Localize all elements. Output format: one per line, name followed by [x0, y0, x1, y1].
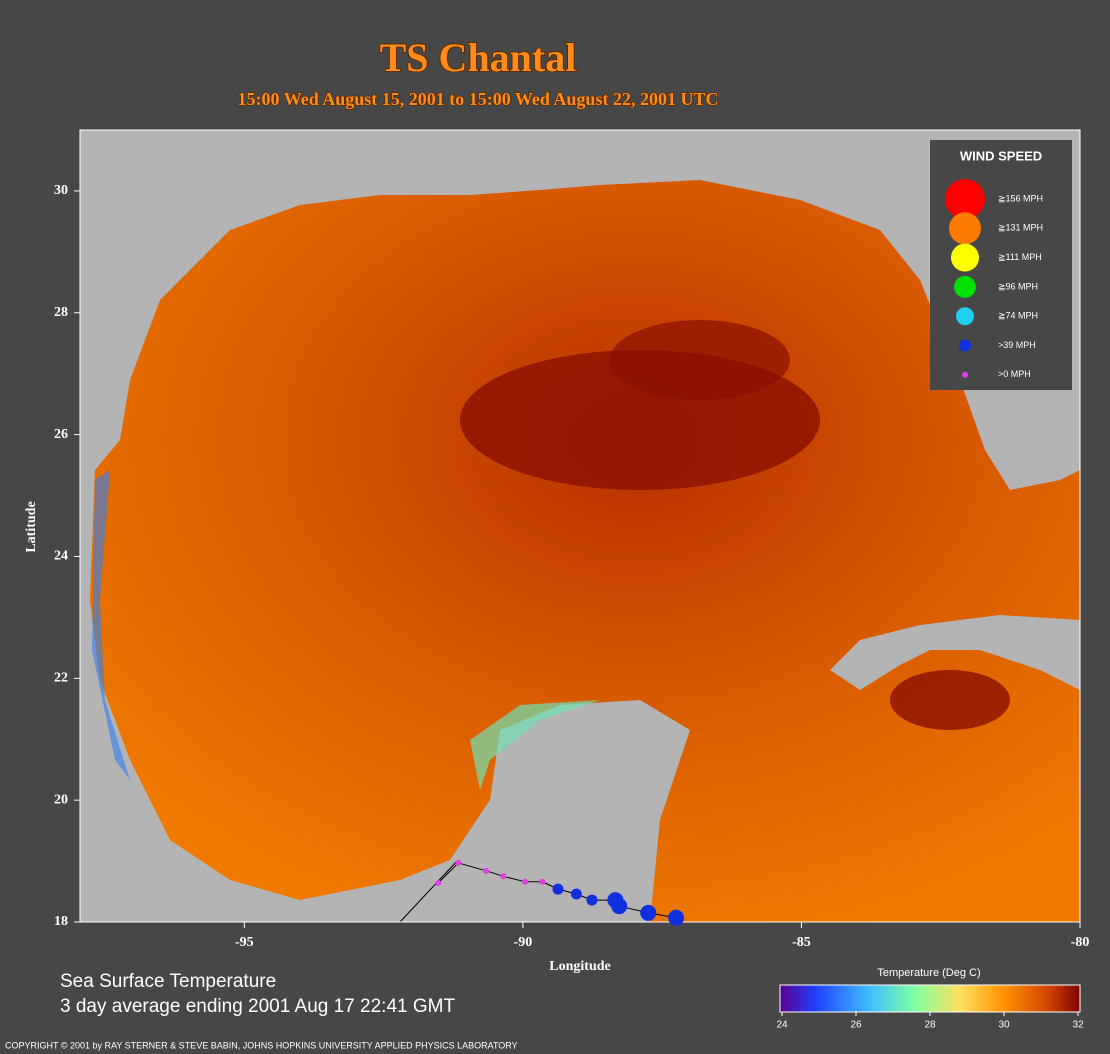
colorbar-tick-label: 24 — [776, 1020, 788, 1031]
track-point — [586, 894, 598, 906]
legend-marker — [956, 307, 974, 326]
y-tick-label: 24 — [54, 549, 68, 564]
cool-coast — [470, 700, 600, 790]
y-tick-label: 28 — [54, 305, 68, 320]
legend-label: ≧111 MPH — [998, 252, 1042, 262]
x-tick-label: -85 — [792, 935, 811, 950]
x-tick-label: -95 — [235, 935, 254, 950]
legend-label: ≧96 MPH — [998, 281, 1038, 291]
legend-marker — [951, 243, 979, 272]
track-point — [552, 883, 564, 895]
cuba — [830, 615, 1080, 690]
legend-label: ≧131 MPH — [998, 223, 1043, 233]
cool-coast — [92, 470, 130, 780]
colorbar-title: Temperature (Deg C) — [877, 967, 980, 979]
x-axis-label: Longitude — [549, 959, 610, 974]
colorbar-tick-label: 26 — [850, 1020, 862, 1031]
legend-marker — [954, 275, 976, 298]
track-point — [455, 859, 462, 866]
legend-box — [930, 140, 1072, 390]
legend-marker — [959, 339, 971, 352]
track-point — [539, 878, 546, 885]
legend-label: >0 MPH — [998, 369, 1031, 379]
legend-marker — [949, 212, 981, 245]
track-point — [435, 880, 442, 887]
warm-patch — [890, 670, 1010, 730]
colorbar — [779, 984, 1081, 1013]
track-point — [640, 904, 657, 921]
legend-label: ≧156 MPH — [998, 193, 1043, 203]
y-tick-label: 20 — [54, 792, 68, 807]
x-tick-label: -80 — [1071, 935, 1090, 950]
track-point — [483, 867, 490, 874]
y-tick-label: 26 — [54, 427, 68, 442]
map: WIND SPEED — [80, 130, 1080, 923]
colorbar-tick-label: 30 — [998, 1020, 1010, 1031]
footer-line: Sea Surface Temperature — [60, 971, 276, 992]
warm-patch — [610, 320, 790, 400]
legend-label: ≧74 MPH — [998, 311, 1038, 321]
track-point — [570, 888, 582, 900]
track-point — [611, 898, 628, 915]
map-frame — [79, 129, 1081, 923]
track-point — [668, 909, 685, 926]
track-line — [399, 860, 458, 923]
legend-marker — [945, 179, 985, 219]
track-point — [522, 878, 529, 885]
y-axis-label: Latitude — [24, 501, 39, 552]
ocean — [90, 180, 1080, 922]
colorbar-tick-label: 28 — [924, 1020, 936, 1031]
y-tick-label: 18 — [54, 914, 68, 929]
footer-line: 3 day average ending 2001 Aug 17 22:41 G… — [60, 996, 455, 1017]
colorbar-tick-label: 32 — [1072, 1020, 1084, 1031]
x-tick-label: -90 — [514, 935, 533, 950]
y-tick-label: 22 — [54, 671, 68, 686]
track-point — [500, 873, 507, 880]
legend-marker — [962, 371, 968, 378]
title: TS Chantal — [380, 35, 577, 80]
legend-title: WIND SPEED — [960, 148, 1042, 163]
legend-label: >39 MPH — [998, 340, 1036, 350]
copyright: COPYRIGHT © 2001 by RAY STERNER & STEVE … — [5, 1040, 518, 1050]
subtitle: 15:00 Wed August 15, 2001 to 15:00 Wed A… — [238, 89, 719, 109]
y-tick-label: 30 — [54, 183, 68, 198]
